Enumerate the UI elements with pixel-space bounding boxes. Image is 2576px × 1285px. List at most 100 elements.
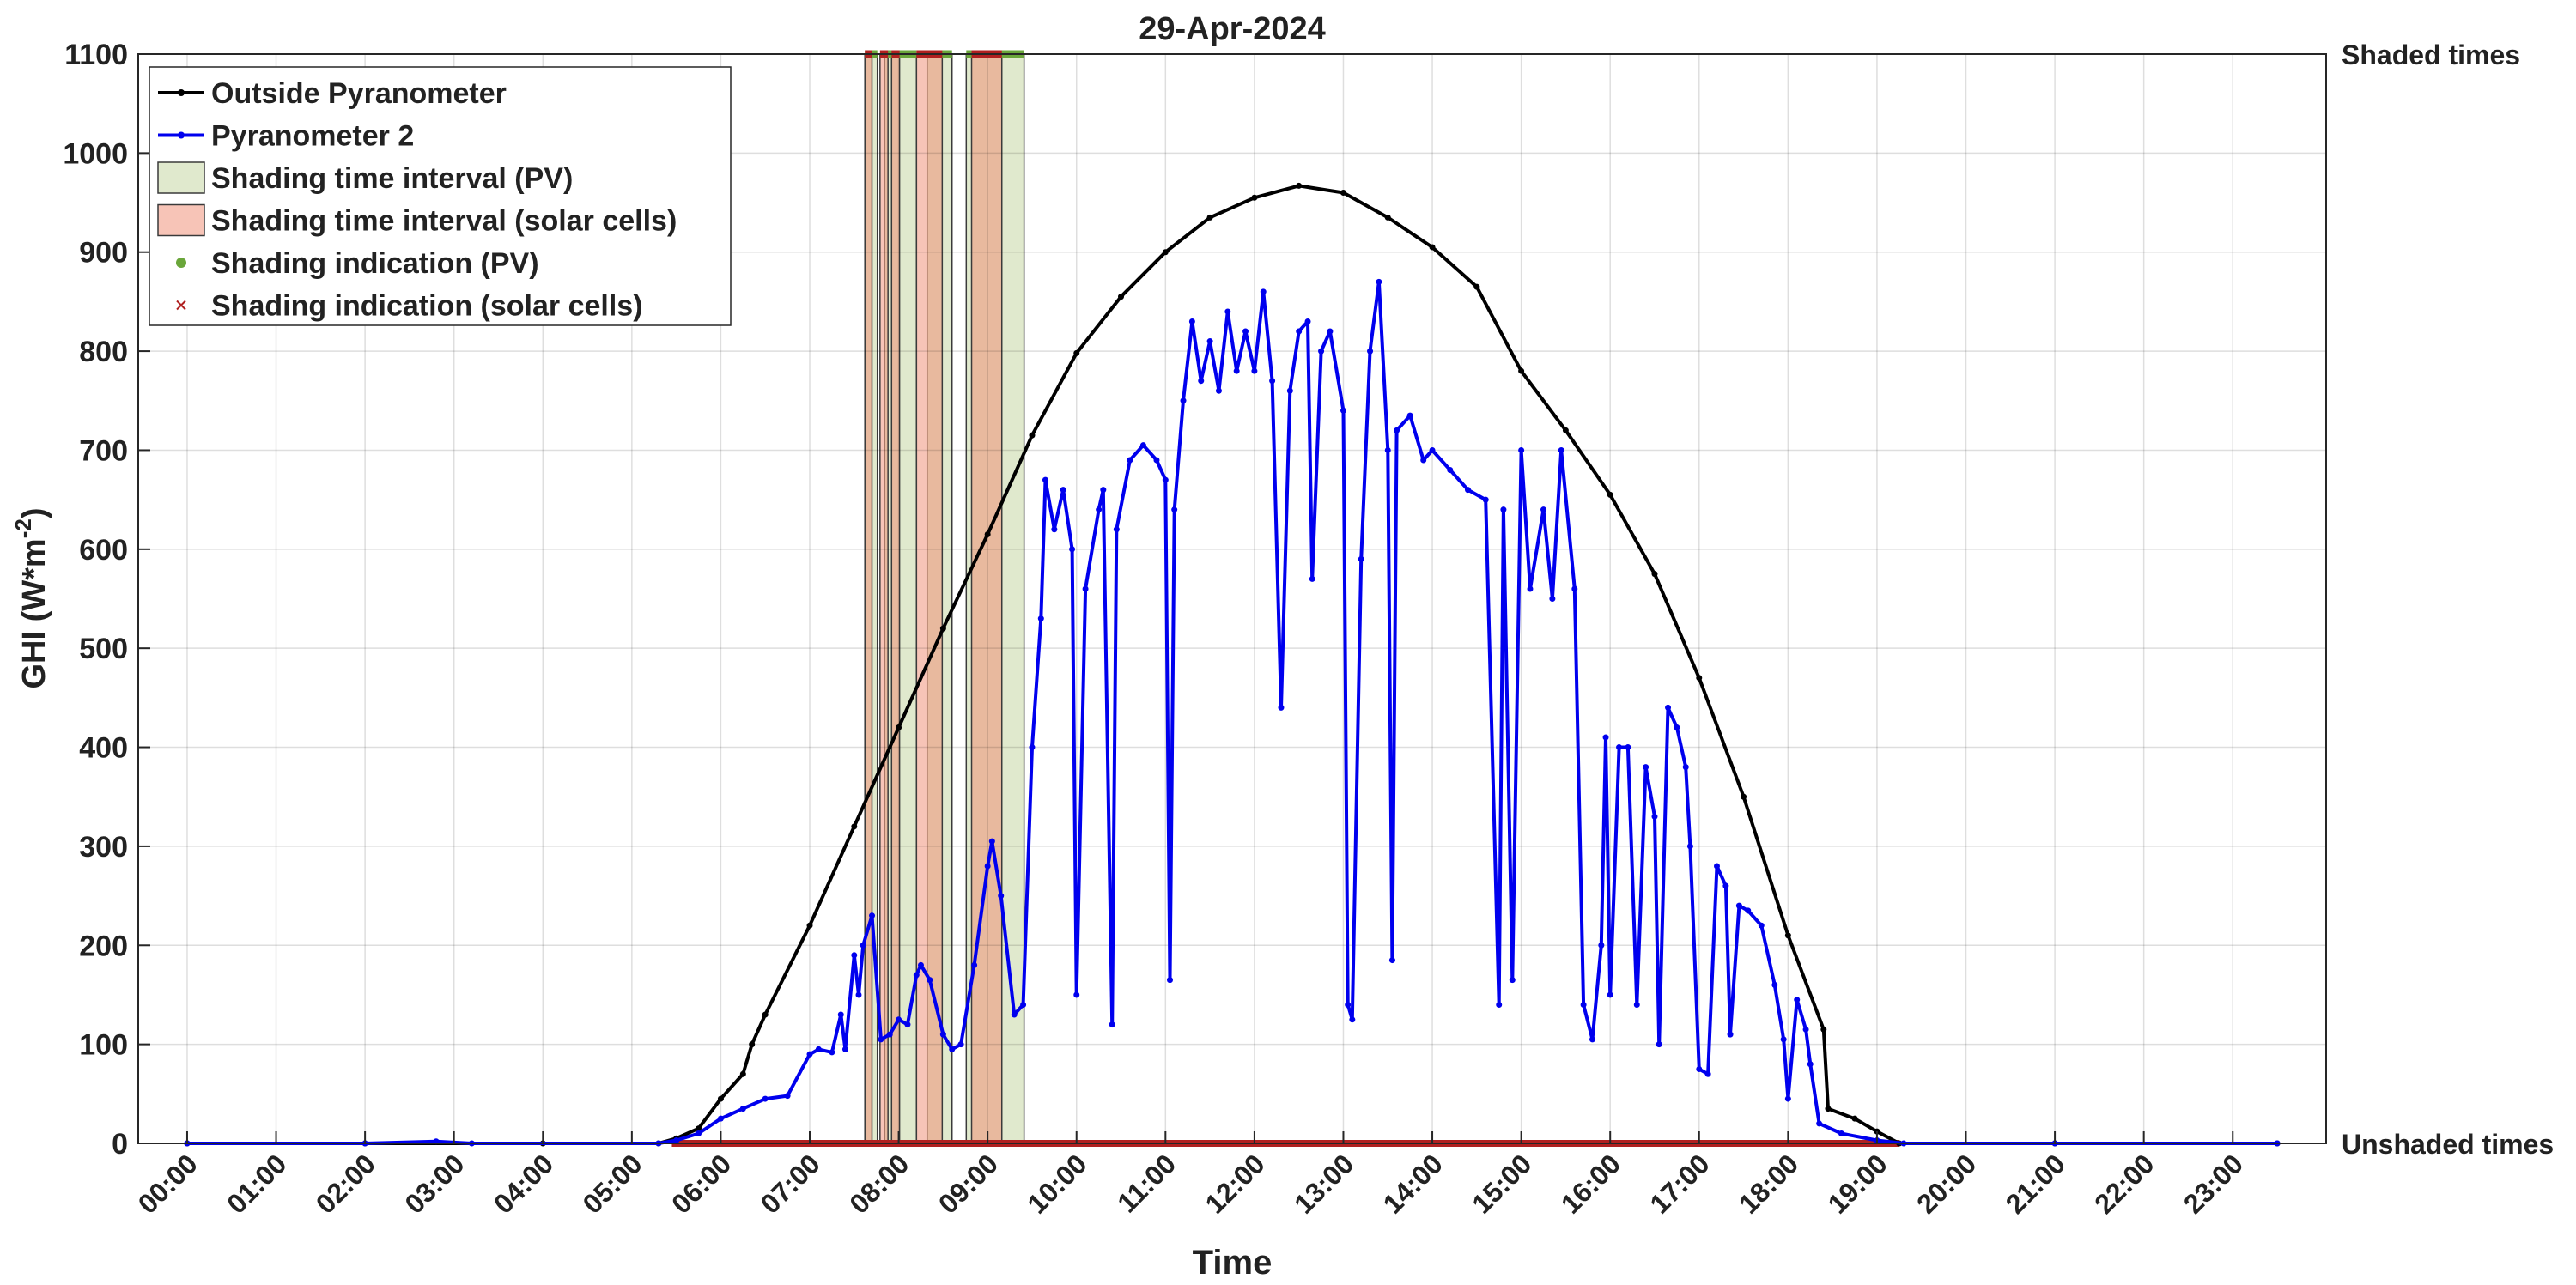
series-point (1540, 506, 1547, 513)
series-point (1206, 338, 1213, 345)
series-point (673, 1137, 680, 1144)
series-point (1153, 457, 1160, 464)
series-point (1139, 442, 1146, 449)
legend-swatch-point (178, 89, 185, 96)
series-point (784, 1093, 791, 1100)
legend-label: Shading time interval (PV) (211, 162, 573, 195)
series-point (1633, 1001, 1640, 1008)
series-point (1388, 957, 1395, 964)
bands-layer (864, 53, 1025, 1144)
series-point (1394, 427, 1400, 433)
series-point (1464, 487, 1471, 494)
series-point (1340, 407, 1346, 414)
series-point (1651, 571, 1658, 578)
series-point (1838, 1130, 1845, 1136)
series-point (1278, 704, 1285, 711)
series-point (717, 1115, 724, 1122)
series-point (1745, 907, 1752, 914)
series-point (1037, 615, 1044, 622)
series-point (762, 1095, 769, 1102)
series-point (949, 1046, 956, 1052)
series-point (1011, 1011, 1018, 1018)
series-point (1518, 446, 1525, 453)
series-point (1625, 744, 1631, 751)
legend-label: Shading indication (PV) (211, 247, 539, 280)
series-point (1069, 546, 1076, 553)
series-point (1358, 555, 1364, 562)
legend-swatch (157, 203, 205, 237)
legend-swatch (176, 258, 186, 268)
series-point (1118, 294, 1125, 300)
series-point (1345, 1001, 1352, 1008)
legend-swatch (176, 300, 186, 311)
series-point (1794, 997, 1801, 1003)
y-tick-label: 700 (79, 434, 128, 467)
series-point (1580, 1001, 1587, 1008)
series-point (1741, 793, 1747, 800)
series-point (1251, 194, 1258, 201)
legend-swatch (157, 161, 205, 194)
series-point (1162, 476, 1169, 483)
y-tick-label: 100 (79, 1029, 128, 1062)
series-point (851, 823, 858, 830)
series-point (1598, 942, 1605, 949)
series-point (1722, 882, 1729, 889)
series-point (1367, 348, 1374, 355)
series-point (939, 625, 946, 632)
series-point (1602, 734, 1609, 741)
series-point (1376, 278, 1382, 285)
series-point (841, 1046, 848, 1052)
shading-band (879, 53, 889, 1144)
series-point (1171, 506, 1178, 513)
series-point (1820, 1026, 1827, 1033)
series-point (1073, 349, 1080, 356)
series-point (696, 1130, 702, 1136)
series-point (1109, 1021, 1115, 1028)
series-point (1340, 190, 1346, 197)
series-point (1127, 457, 1133, 464)
series-point (1242, 328, 1249, 335)
series-point (1500, 506, 1507, 513)
series-point (1020, 1001, 1027, 1008)
series-point (806, 922, 813, 929)
shading-band (884, 53, 918, 1144)
series-point (1758, 922, 1765, 929)
series-point (1096, 506, 1103, 513)
series-point (1558, 446, 1564, 453)
shading-band (970, 53, 1003, 1144)
y2-tick-label: Unshaded times (2342, 1129, 2554, 1160)
series-point (1042, 476, 1048, 483)
series-point (1318, 348, 1325, 355)
series-point (696, 1125, 702, 1132)
series-point (878, 1036, 884, 1043)
series-point (1162, 249, 1169, 256)
series-point (1816, 1120, 1823, 1127)
series-point (1696, 1065, 1703, 1072)
series-point (1784, 932, 1791, 939)
series-point (1429, 244, 1436, 251)
series-point (1696, 675, 1703, 682)
series-point (1771, 981, 1778, 988)
series-point (1518, 367, 1525, 374)
series-point (1549, 596, 1556, 602)
x-axis-label: Time (1193, 1244, 1273, 1281)
series-point (886, 1031, 893, 1038)
series-point (1713, 863, 1720, 870)
y-axis-label-sup: -2 (10, 518, 36, 538)
series-point (1447, 467, 1454, 474)
series-point (829, 1049, 835, 1056)
series-point (806, 1051, 813, 1058)
legend-label: Pyranometer 2 (211, 120, 414, 153)
series-point (1656, 1041, 1662, 1048)
series-point (1060, 487, 1066, 494)
series-point (837, 1011, 844, 1018)
y-tick-label: 1000 (63, 137, 128, 170)
y-axis-label-main: GHI (W*m (16, 538, 52, 688)
series-point (1589, 1036, 1595, 1043)
series-point (1166, 977, 1173, 984)
series-point (1482, 496, 1489, 503)
series-point (1704, 1070, 1711, 1077)
series-point (913, 972, 920, 979)
series-point (1825, 1106, 1832, 1112)
